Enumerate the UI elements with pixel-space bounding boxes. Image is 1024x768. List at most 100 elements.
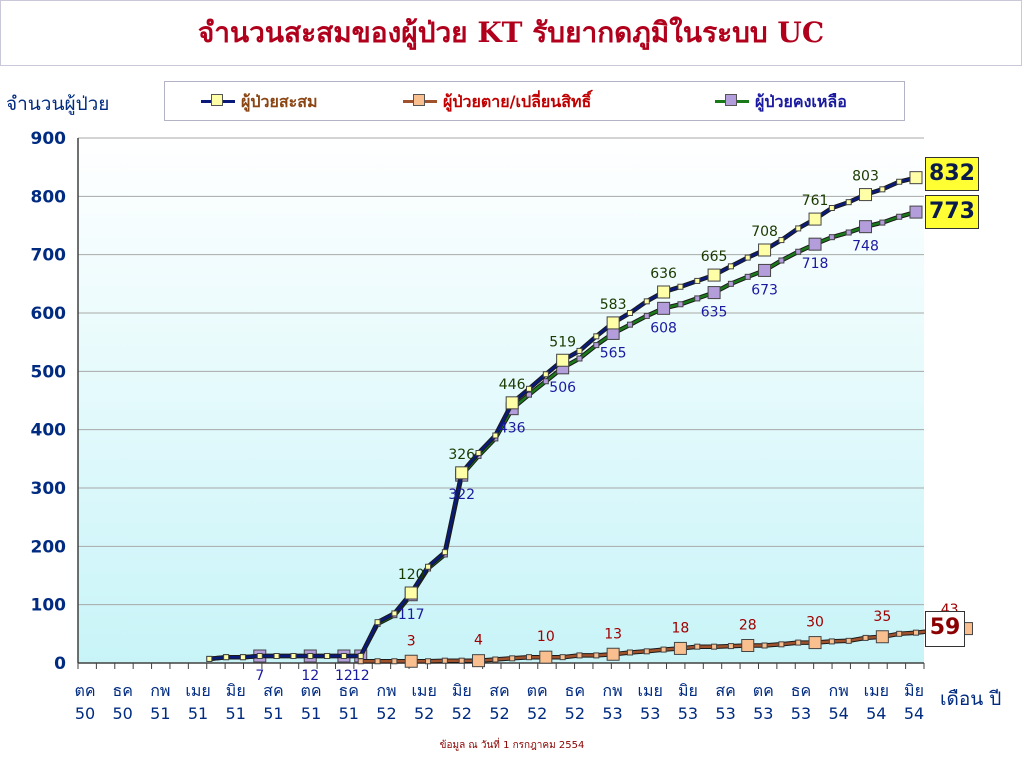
y-tick-label: 400 bbox=[31, 421, 67, 441]
data-point-cumulative bbox=[657, 285, 671, 299]
data-point-died bbox=[862, 634, 869, 641]
data-point-cumulative bbox=[505, 396, 519, 410]
data-label-died: 13 bbox=[604, 626, 622, 642]
x-tick-label-year: 53 bbox=[678, 704, 698, 723]
x-tick-label-year: 53 bbox=[791, 704, 811, 723]
data-point-remaining bbox=[859, 220, 873, 234]
data-point-cumulative bbox=[896, 178, 903, 185]
title-box: จำนวนสะสมของผู้ป่วย KT รับยากดภูมิในระบบ… bbox=[0, 0, 1022, 66]
data-point-died bbox=[660, 646, 667, 653]
data-label-cumulative: 583 bbox=[600, 297, 627, 313]
data-point-remaining bbox=[593, 342, 600, 349]
data-point-cumulative bbox=[707, 268, 721, 282]
data-point-cumulative bbox=[859, 188, 873, 202]
data-label-remaining: 12 bbox=[352, 668, 370, 684]
data-point-died bbox=[539, 650, 553, 664]
x-tick-label-year: 50 bbox=[75, 704, 95, 723]
data-point-died bbox=[559, 654, 566, 661]
data-point-died bbox=[472, 654, 486, 668]
data-point-remaining bbox=[879, 219, 886, 226]
data-point-cumulative bbox=[239, 654, 246, 661]
data-point-cumulative bbox=[425, 563, 432, 570]
data-point-cumulative bbox=[273, 653, 280, 659]
x-tick-label-year: 52 bbox=[565, 704, 585, 723]
data-point-cumulative bbox=[694, 277, 701, 284]
data-label-cumulative: 326 bbox=[448, 447, 475, 463]
data-label-cumulative: 665 bbox=[701, 249, 728, 265]
data-point-cumulative bbox=[441, 549, 448, 556]
x-tick-label-month: ธค bbox=[112, 681, 132, 700]
data-label-remaining: 12 bbox=[301, 668, 319, 684]
x-tick-label-month: ธค bbox=[565, 681, 585, 700]
end-value-died: 59 bbox=[925, 611, 965, 647]
y-tick-label: 500 bbox=[31, 362, 67, 382]
data-point-cumulative bbox=[758, 243, 772, 257]
data-point-remaining bbox=[707, 286, 721, 300]
data-point-cumulative bbox=[606, 316, 620, 330]
data-point-cumulative bbox=[593, 333, 600, 340]
x-tick-label-month: เมย bbox=[185, 681, 210, 700]
x-tick-label-year: 51 bbox=[150, 704, 170, 723]
data-point-died bbox=[778, 641, 785, 648]
data-point-cumulative bbox=[455, 466, 469, 480]
data-point-cumulative bbox=[374, 619, 381, 626]
data-point-cumulative bbox=[357, 653, 364, 659]
data-point-remaining bbox=[694, 295, 701, 302]
axes: 0 100 200 300 400 500 600 700 800 900 ตค 50 ธค 50 กพ 51… bbox=[31, 129, 925, 723]
x-tick-label-month: ตค bbox=[753, 681, 774, 700]
data-point-died bbox=[391, 658, 398, 665]
data-point-cumulative bbox=[206, 655, 213, 662]
data-label-remaining: 117 bbox=[398, 607, 425, 623]
legend-marker-died bbox=[413, 94, 425, 106]
x-tick-label-month: กพ bbox=[829, 681, 849, 700]
data-point-cumulative bbox=[324, 653, 331, 659]
data-point-died bbox=[425, 658, 432, 665]
data-point-remaining bbox=[744, 273, 751, 280]
data-label-remaining: 322 bbox=[448, 487, 475, 503]
legend-label-remaining: ผู้ป่วยคงเหลือ bbox=[755, 92, 847, 111]
data-point-died bbox=[808, 636, 822, 650]
data-point-died bbox=[509, 655, 516, 662]
data-point-remaining bbox=[727, 280, 734, 287]
end-value-remaining: 773 bbox=[925, 195, 979, 229]
legend-marker-remaining bbox=[725, 94, 737, 106]
data-label-remaining: 12 bbox=[335, 668, 353, 684]
data-point-cumulative bbox=[492, 432, 499, 439]
data-point-remaining bbox=[828, 234, 835, 241]
data-label-remaining: 718 bbox=[802, 256, 829, 272]
data-point-cumulative bbox=[909, 171, 923, 185]
data-point-died bbox=[828, 638, 835, 645]
data-point-remaining bbox=[643, 312, 650, 319]
data-point-died bbox=[875, 630, 889, 644]
data-point-cumulative bbox=[828, 205, 835, 211]
data-point-died bbox=[606, 647, 620, 661]
data-point-died bbox=[795, 639, 802, 646]
data-point-cumulative bbox=[845, 199, 852, 206]
data-point-died bbox=[913, 629, 919, 636]
data-point-died bbox=[741, 639, 755, 652]
x-tick-label-year: 51 bbox=[301, 704, 321, 723]
x-tick-label-month: สค bbox=[489, 681, 509, 700]
y-tick-label: 800 bbox=[31, 187, 67, 207]
x-tick-label-year: 54 bbox=[866, 704, 886, 723]
data-point-died bbox=[593, 652, 600, 659]
x-tick-label-month: เมย bbox=[411, 681, 436, 700]
data-point-cumulative bbox=[223, 654, 230, 661]
data-point-died bbox=[711, 643, 718, 650]
data-point-cumulative bbox=[404, 586, 418, 600]
end-value-cumulative: 832 bbox=[925, 157, 979, 191]
data-label-died: 18 bbox=[672, 620, 690, 636]
x-tick-label-month: กพ bbox=[602, 681, 622, 700]
x-tick-label-month: ตค bbox=[301, 681, 322, 700]
x-tick-label-month: ธค bbox=[339, 681, 359, 700]
data-point-died bbox=[441, 657, 448, 664]
data-label-remaining: 506 bbox=[549, 380, 576, 396]
x-tick-label-month: สค bbox=[715, 681, 735, 700]
y-tick-label: 300 bbox=[31, 479, 67, 499]
data-label-remaining: 436 bbox=[499, 421, 526, 437]
data-point-died bbox=[845, 637, 852, 644]
x-tick-label-month: เมย bbox=[864, 681, 889, 700]
y-tick-label: 0 bbox=[54, 654, 66, 674]
data-point-died bbox=[643, 648, 650, 655]
data-point-cumulative bbox=[778, 237, 785, 244]
